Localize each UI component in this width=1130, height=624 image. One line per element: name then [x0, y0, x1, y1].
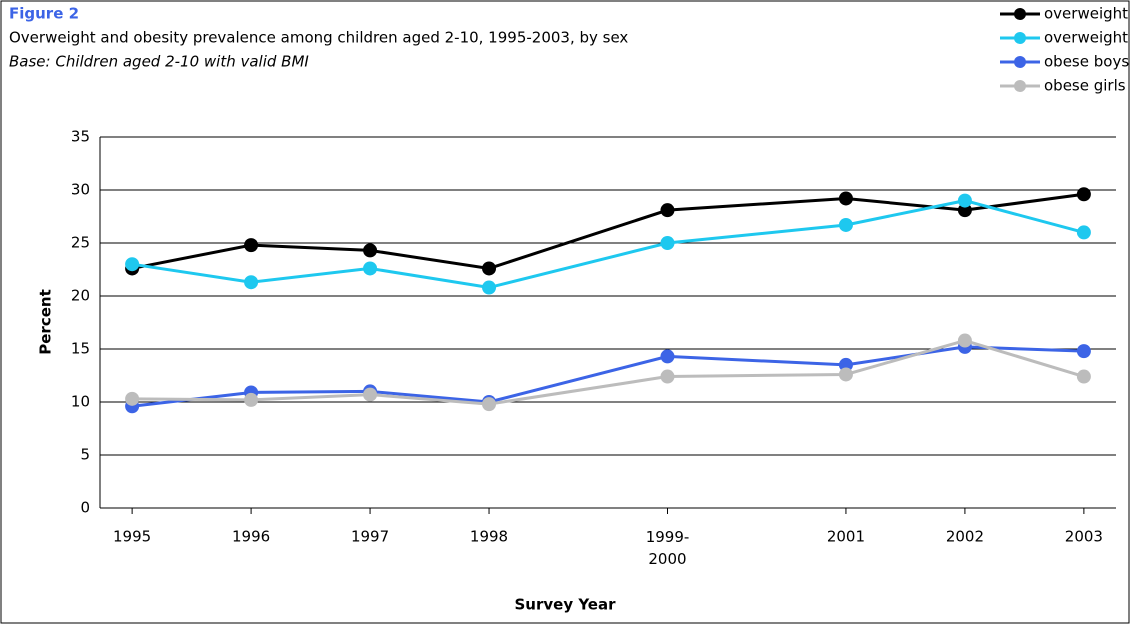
- data-point: [660, 203, 675, 218]
- data-point: [660, 349, 675, 364]
- x-tick-label: 1997: [351, 528, 389, 546]
- series-line: [131, 199, 1085, 290]
- data-point: [1076, 187, 1091, 202]
- data-point: [838, 217, 853, 232]
- chart-title: Figure 2: [9, 5, 79, 23]
- chart-note: Base: Children aged 2-10 with valid BMI: [9, 53, 309, 71]
- series-line: [132, 338, 1085, 406]
- x-tick-label: 1995: [113, 528, 151, 546]
- y-tick-label: 30: [71, 181, 90, 199]
- data-point: [660, 236, 675, 250]
- legend-marker: [1014, 56, 1026, 68]
- data-point: [957, 193, 972, 208]
- data-point: [482, 397, 497, 412]
- data-point: [244, 392, 259, 407]
- x-tick-label: 2002: [946, 528, 984, 546]
- data-point: [482, 280, 497, 295]
- data-point: [1076, 369, 1091, 384]
- legend-marker: [1014, 8, 1026, 20]
- series-line: [131, 192, 1085, 270]
- data-point: [957, 333, 972, 348]
- legend-label: obese boys: [1044, 53, 1129, 71]
- data-point: [660, 369, 675, 384]
- data-point: [482, 261, 497, 276]
- y-tick-label: 25: [71, 234, 90, 252]
- legend-label: obese girls: [1044, 77, 1126, 95]
- data-point: [838, 191, 853, 206]
- legend-marker: [1014, 32, 1026, 44]
- y-tick-label: 20: [71, 287, 90, 305]
- legend-label: overweight boys: [1044, 5, 1130, 23]
- y-tick-label: 10: [71, 393, 90, 411]
- y-tick-label: 0: [80, 499, 90, 517]
- chart-subtitle: Overweight and obesity prevalence among …: [9, 29, 628, 47]
- legend-label: overweight girls: [1044, 29, 1130, 47]
- series-line: [131, 345, 1084, 408]
- data-point: [1076, 344, 1091, 359]
- x-tick-label: 1996: [232, 528, 270, 546]
- y-tick-label: 15: [71, 340, 90, 358]
- y-axis-label: Percent: [37, 289, 55, 354]
- data-point: [244, 275, 259, 290]
- data-point: [838, 367, 853, 382]
- y-tick-label: 35: [71, 128, 90, 146]
- x-axis-label: Survey Year: [514, 596, 616, 614]
- x-tick-label: 1999-2000: [646, 528, 690, 568]
- data-point: [125, 257, 140, 272]
- x-tick-label: 2003: [1065, 528, 1103, 546]
- data-point: [363, 243, 378, 258]
- legend-marker: [1014, 80, 1026, 92]
- data-point: [363, 387, 378, 402]
- y-tick-label: 5: [80, 446, 90, 464]
- x-tick-label: 2001: [827, 528, 865, 546]
- data-point: [125, 391, 140, 406]
- data-point: [363, 261, 378, 276]
- x-tick-label: 1998: [470, 528, 508, 546]
- data-point: [1076, 225, 1091, 240]
- data-point: [244, 238, 259, 253]
